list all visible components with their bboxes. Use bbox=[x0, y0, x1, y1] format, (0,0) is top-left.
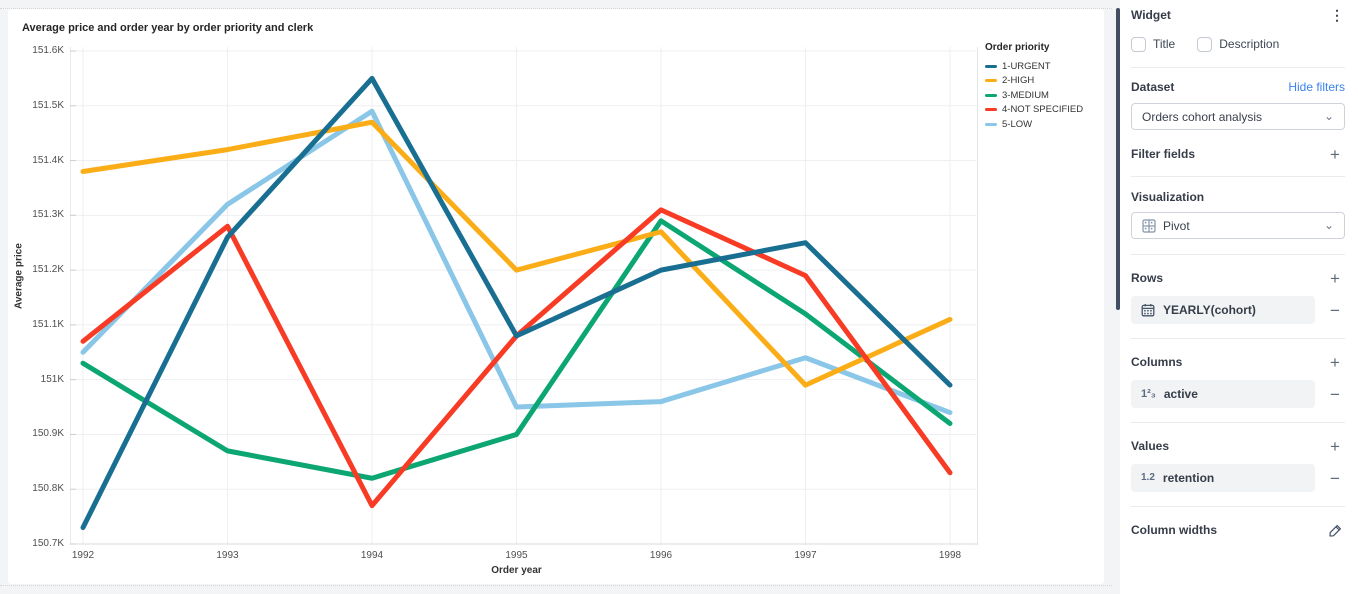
title-checkbox-label: Title bbox=[1153, 37, 1176, 51]
x-tick-label: 1993 bbox=[216, 550, 239, 561]
columns-field-label: active bbox=[1163, 387, 1198, 401]
legend-label: 4-NOT SPECIFIED bbox=[1002, 104, 1084, 116]
legend-label: 5-LOW bbox=[1002, 118, 1033, 130]
legend-item: 4-NOT SPECIFIED bbox=[985, 103, 1101, 118]
rows-field-pill[interactable]: YEARLY(cohort) bbox=[1131, 296, 1315, 324]
add-value-button[interactable]: + bbox=[1330, 436, 1340, 456]
add-filter-field-button[interactable]: + bbox=[1330, 144, 1340, 164]
chevron-down-icon: ⌄ bbox=[1323, 218, 1334, 233]
rows-section-label: Rows bbox=[1131, 271, 1164, 285]
number-decimal-icon: 1.2 bbox=[1141, 472, 1155, 483]
column-widths-section-label: Column widths bbox=[1131, 523, 1217, 537]
y-tick-label: 151.6K bbox=[32, 45, 64, 56]
values-section-label: Values bbox=[1131, 439, 1170, 453]
hide-filters-link[interactable]: Hide filters bbox=[1288, 80, 1345, 94]
visualization-select[interactable]: Pivot ⌄ bbox=[1131, 212, 1345, 239]
dataset-section-label: Dataset bbox=[1131, 80, 1175, 94]
add-column-button[interactable]: + bbox=[1330, 352, 1340, 372]
x-tick-label: 1995 bbox=[505, 550, 528, 561]
legend-label: 2-HIGH bbox=[1002, 75, 1035, 87]
y-tick-label: 151K bbox=[40, 373, 64, 385]
y-tick-label: 151.5K bbox=[32, 99, 64, 111]
description-checkbox[interactable] bbox=[1197, 36, 1213, 52]
edit-column-widths-button[interactable] bbox=[1325, 520, 1345, 540]
description-checkbox-label: Description bbox=[1219, 37, 1280, 51]
x-axis-title: Order year bbox=[491, 565, 542, 576]
x-tick-label: 1997 bbox=[794, 550, 817, 561]
y-tick-label: 150.9K bbox=[32, 428, 64, 440]
x-tick-label: 1992 bbox=[71, 550, 95, 561]
remove-column-button[interactable]: − bbox=[1330, 384, 1340, 404]
values-field-pill[interactable]: 1.2 retention bbox=[1131, 464, 1315, 492]
filter-fields-section-label: Filter fields bbox=[1131, 147, 1196, 161]
canvas-grid-line bbox=[0, 585, 1112, 586]
legend-marker bbox=[985, 64, 997, 68]
widget-config-panel: Widget ⋮ Title Description Dataset Hide … bbox=[1120, 0, 1358, 594]
chart-legend: Order priority 1-URGENT 2-HIGH 3-MEDIUM 4-N… bbox=[985, 42, 1101, 132]
legend-item: 1-URGENT bbox=[985, 59, 1101, 74]
y-tick-label: 150.8K bbox=[32, 483, 64, 495]
chevron-down-icon: ⌄ bbox=[1323, 109, 1334, 124]
remove-value-button[interactable]: − bbox=[1330, 468, 1340, 488]
legend-item: 5-LOW bbox=[985, 117, 1101, 132]
y-tick-label: 151.4K bbox=[32, 154, 64, 166]
line-chart-plot[interactable] bbox=[70, 46, 978, 551]
columns-field-pill[interactable]: 1²₃ active bbox=[1131, 380, 1315, 408]
legend-marker bbox=[985, 122, 997, 126]
chart-title: Average price and order year by order pr… bbox=[22, 22, 314, 34]
legend-marker bbox=[985, 79, 997, 83]
add-row-button[interactable]: + bbox=[1330, 268, 1340, 288]
panel-scrollbar[interactable] bbox=[1116, 8, 1120, 310]
rows-field-label: YEARLY(cohort) bbox=[1163, 303, 1256, 317]
pivot-table-icon bbox=[1142, 218, 1156, 233]
pencil-icon bbox=[1328, 524, 1341, 537]
remove-row-button[interactable]: − bbox=[1330, 300, 1340, 320]
y-tick-label: 151.2K bbox=[32, 264, 64, 276]
legend-label: 3-MEDIUM bbox=[1002, 89, 1049, 101]
kebab-menu-icon[interactable]: ⋮ bbox=[1330, 6, 1344, 23]
legend-label: 1-URGENT bbox=[1002, 60, 1051, 72]
number-123-icon: 1²₃ bbox=[1141, 387, 1156, 400]
calendar-icon bbox=[1141, 304, 1155, 317]
legend-title: Order priority bbox=[985, 42, 1050, 53]
chart-svg[interactable] bbox=[70, 46, 978, 551]
title-checkbox[interactable] bbox=[1131, 36, 1146, 52]
values-field-label: retention bbox=[1162, 471, 1215, 485]
visualization-selected-value: Pivot bbox=[1163, 218, 1190, 233]
legend-item: 3-MEDIUM bbox=[985, 88, 1101, 103]
x-tick-label: 1996 bbox=[649, 550, 673, 561]
x-tick-label: 1994 bbox=[360, 550, 384, 561]
y-tick-label: 151.1K bbox=[32, 318, 64, 330]
legend-item: 2-HIGH bbox=[985, 74, 1101, 89]
columns-section-label: Columns bbox=[1131, 355, 1183, 369]
dataset-selected-value: Orders cohort analysis bbox=[1142, 109, 1263, 124]
legend-marker bbox=[985, 108, 997, 112]
x-tick-label: 1998 bbox=[938, 550, 962, 561]
legend-marker bbox=[985, 93, 997, 97]
chart-card: Average price and order year by order pr… bbox=[8, 9, 1104, 584]
y-tick-label: 151.3K bbox=[32, 209, 64, 221]
panel-title: Widget bbox=[1131, 8, 1171, 22]
visualization-section-label: Visualization bbox=[1131, 190, 1205, 204]
canvas-grid-line bbox=[0, 8, 1112, 9]
dataset-select[interactable]: Orders cohort analysis ⌄ bbox=[1131, 103, 1345, 130]
y-tick-label: 150.7K bbox=[32, 538, 64, 549]
